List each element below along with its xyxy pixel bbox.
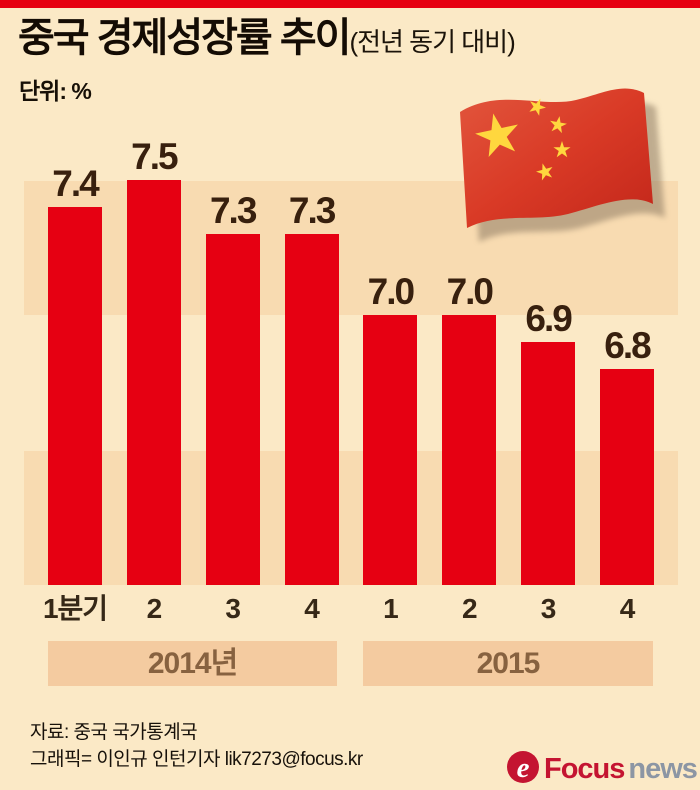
bar — [600, 369, 654, 585]
bar — [48, 207, 102, 585]
bar-value-label: 7.5 — [131, 136, 178, 177]
bar — [205, 234, 260, 585]
background-band-lower — [24, 451, 678, 585]
header: 중국 경제성장률 추이 (전년 동기 대비) — [18, 16, 516, 60]
bar-value-label: 7.3 — [209, 190, 257, 231]
x-axis-label: 1 — [383, 593, 399, 624]
bar — [126, 180, 181, 585]
bar-value-label: 6.9 — [525, 298, 572, 339]
x-axis-label: 3 — [540, 593, 557, 624]
year-band-2015: 2015 — [363, 641, 653, 686]
x-axis-label: 4 — [619, 593, 636, 624]
year-band-2014: 2014년 — [48, 641, 337, 686]
bar-value-label: 7.3 — [288, 190, 336, 231]
china-flag-image — [446, 78, 678, 246]
bar-value-label: 7.0 — [367, 271, 415, 312]
focus-news-e-icon — [507, 751, 539, 783]
x-axis-label: 2 — [462, 593, 478, 624]
bar — [442, 315, 497, 585]
footer: 자료: 중국 국가통계국 그래픽= 이인규 인턴기자 lik7273@focus… — [30, 719, 363, 773]
svg-text:e: e — [517, 752, 530, 784]
page-subtitle: (전년 동기 대비) — [349, 27, 515, 57]
x-axis-label: 2 — [146, 593, 163, 624]
bar-value-label: 7.0 — [446, 271, 494, 312]
bar — [521, 342, 576, 585]
x-axis-label: 4 — [304, 593, 320, 624]
unit-label: 단위: % — [19, 78, 92, 104]
focus-news-logo: e Focus news — [505, 747, 700, 787]
x-axis-label: 3 — [225, 593, 241, 624]
page-title: 중국 경제성장률 추이 — [18, 16, 351, 60]
top-accent-strip — [0, 0, 700, 8]
bar — [363, 315, 418, 585]
bar-value-label: 6.8 — [604, 325, 651, 366]
x-axis-label: 1분기 — [42, 593, 108, 624]
source-credit: 자료: 중국 국가통계국 — [30, 722, 198, 743]
bar — [284, 234, 339, 585]
bar-value-label: 7.4 — [52, 163, 99, 204]
graphic-credit: 그래픽= 이인규 인턴기자 lik7273@focus.kr — [30, 749, 363, 770]
